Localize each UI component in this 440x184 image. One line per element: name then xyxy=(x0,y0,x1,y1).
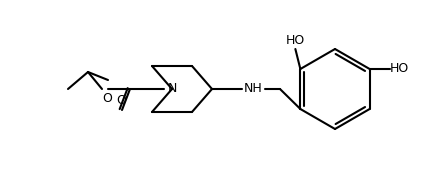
Text: NH: NH xyxy=(244,82,262,95)
Text: HO: HO xyxy=(390,63,409,75)
Text: N: N xyxy=(167,82,177,95)
Text: HO: HO xyxy=(286,33,305,47)
Text: O: O xyxy=(102,91,112,105)
Text: O: O xyxy=(116,95,126,107)
